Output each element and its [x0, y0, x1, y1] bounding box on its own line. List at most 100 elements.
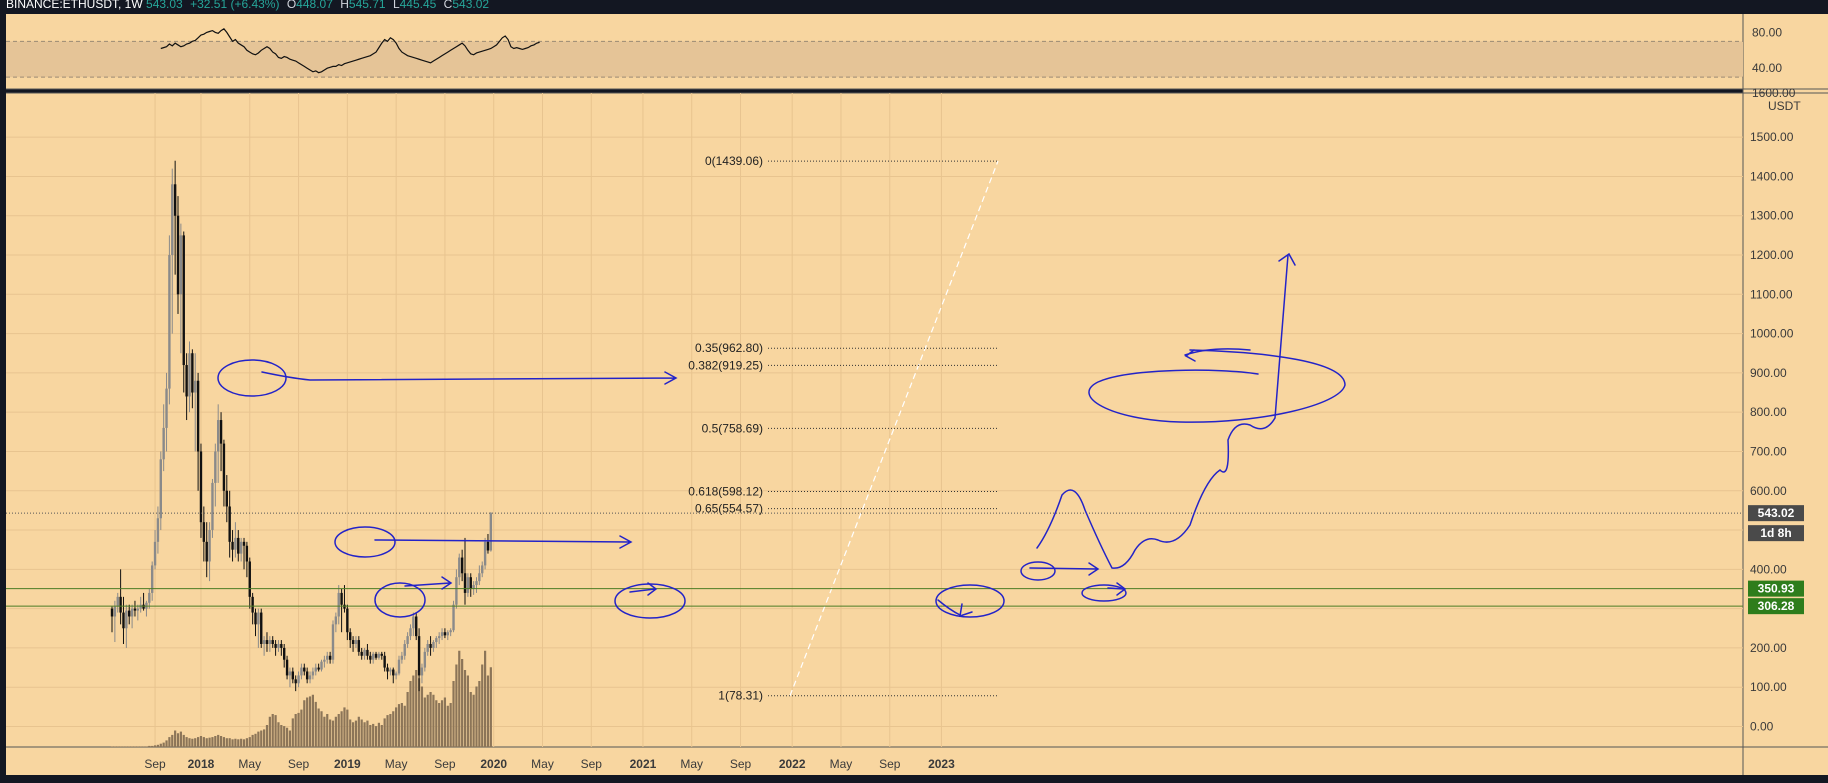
candle-body [305, 671, 309, 680]
projection-path[interactable] [1036, 252, 1296, 569]
candle-body [314, 667, 317, 672]
candle-body [483, 541, 487, 566]
arrow-2020-retest[interactable] [937, 599, 973, 618]
candle-body [116, 596, 119, 607]
volume-bar [217, 734, 220, 747]
circle-target-support[interactable] [1081, 584, 1127, 602]
candle-body [214, 451, 217, 483]
target-arrow[interactable] [1184, 348, 1251, 362]
candle-body [262, 640, 266, 644]
candle-body [179, 235, 183, 295]
volume-bar [369, 725, 372, 747]
open-label: O [286, 0, 297, 11]
circle-current[interactable] [1020, 561, 1056, 581]
low-value: 445.45 [399, 0, 437, 11]
candle-body [280, 643, 283, 648]
candle-body [400, 655, 404, 660]
target-ellipse[interactable] [1088, 349, 1346, 423]
volume-bar [197, 737, 200, 747]
rsi-tick-label: 80.00 [1752, 25, 1782, 39]
hand-drawings[interactable] [217, 252, 1346, 619]
circle-2018-top[interactable] [217, 359, 287, 397]
volume-bar [420, 686, 424, 747]
arrow-2018-mid[interactable] [374, 535, 633, 549]
level-low-tag-bg [1748, 598, 1804, 615]
price-tick-label: 1200.00 [1750, 248, 1794, 262]
time-tick-label: 2018 [188, 757, 215, 771]
volume-bar [357, 716, 360, 747]
volume-bar [380, 725, 383, 747]
candle-body [162, 427, 165, 460]
circle-2018-mid[interactable] [334, 526, 396, 558]
volume-bar [162, 742, 165, 747]
countdown-tag-bg [1748, 525, 1804, 542]
high-label: H [340, 0, 349, 11]
volume-bar [205, 738, 208, 747]
candle-body [291, 671, 295, 680]
candle-body [481, 565, 484, 574]
candle-body [380, 653, 383, 656]
candle-body [446, 632, 449, 636]
volume-bar [306, 697, 309, 747]
candle-body [420, 667, 424, 676]
candle-body [188, 353, 191, 397]
volume-bar [176, 733, 180, 747]
candle-body [326, 655, 329, 660]
volume-bar [323, 716, 326, 747]
candle-body [475, 581, 478, 586]
candle-body [185, 365, 188, 397]
arrow-2018-resistance[interactable] [261, 371, 678, 385]
candle-body [205, 541, 208, 562]
time-tick-label: Sep [879, 757, 901, 771]
candle-body [222, 443, 226, 491]
volume-bar [461, 659, 464, 747]
volume-bar [168, 737, 171, 747]
arrow-2018-low[interactable] [404, 576, 453, 590]
volume-bar [219, 736, 223, 747]
candle-body [337, 592, 340, 617]
candle-body [369, 655, 372, 660]
volume-bars [110, 650, 492, 747]
circle-2018-low[interactable] [374, 582, 426, 618]
support-levels[interactable] [6, 512, 1743, 607]
price-pane [6, 93, 1743, 747]
time-tick-label: May [830, 757, 853, 771]
candle-body [113, 606, 117, 617]
fib-level-label: 1(78.31) [718, 689, 763, 703]
volume-bar [165, 740, 168, 747]
candle-body [323, 659, 326, 662]
circle-2020-retest[interactable] [935, 584, 1005, 618]
volume-bar [374, 726, 378, 747]
candle-body [486, 541, 490, 551]
volume-bar [481, 664, 484, 747]
volume-bar [412, 675, 415, 747]
volume-bar [463, 670, 467, 747]
last-price-tag-bg [1748, 505, 1804, 522]
volume-bar [478, 681, 481, 747]
volume-bar [214, 736, 217, 747]
close-label: C [443, 0, 453, 11]
volume-bar [265, 725, 269, 747]
candle-body [136, 608, 140, 611]
fib-level-label: 0.5(758.69) [702, 421, 763, 435]
volume-bar [409, 681, 412, 747]
price-tick-label: 1500.00 [1750, 130, 1794, 144]
candle-body [194, 380, 197, 393]
candle-body [251, 596, 254, 613]
volume-bar [188, 738, 191, 747]
time-tick-label: Sep [730, 757, 752, 771]
symbol-name[interactable]: BINANCE:ETHUSDT, 1W [6, 0, 143, 11]
candle-body [328, 655, 332, 660]
arrow-2019-high[interactable] [629, 582, 658, 596]
candle-body [346, 608, 349, 633]
volume-bar [271, 714, 274, 747]
volume-bar [469, 692, 472, 747]
volume-bar [153, 745, 157, 747]
candle-body [354, 640, 358, 644]
volume-bar [466, 675, 469, 747]
arrow-target-support[interactable] [1107, 582, 1127, 596]
candle-body [415, 616, 418, 637]
arrow-current[interactable] [1029, 562, 1100, 576]
high-value: 545.71 [348, 0, 386, 11]
